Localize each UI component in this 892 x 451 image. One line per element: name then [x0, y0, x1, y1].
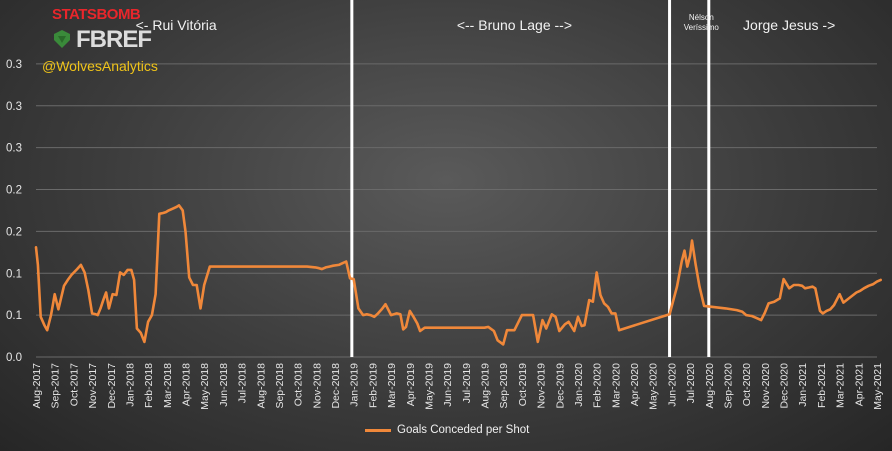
- x-tick-label: Aug-2019: [480, 363, 492, 409]
- legend-label: Goals Conceded per Shot: [397, 424, 530, 436]
- y-axis: 0.0 0.1 0.1 0.2 0.2 0.3 0.3 0.3: [6, 59, 22, 364]
- x-tick-label: Oct-2017: [68, 363, 80, 406]
- manager-label: <- Rui Vitória: [136, 17, 217, 33]
- x-tick-label: Jun-2018: [218, 363, 230, 407]
- x-tick-label: May-2020: [648, 363, 660, 410]
- x-tick-label: Feb-2019: [367, 363, 379, 408]
- x-tick-label: Aug-2018: [255, 363, 267, 409]
- y-tick-label: 0.3: [6, 59, 22, 71]
- x-tick-label: Sep-2020: [722, 363, 734, 409]
- manager-label: <-- Bruno Lage -->: [457, 17, 572, 33]
- manager-label: Jorge Jesus ->: [743, 17, 835, 33]
- logo-bottom-text: FBREF: [76, 26, 152, 53]
- y-tick-label: 0.2: [6, 226, 22, 238]
- x-tick-label: Jan-2020: [573, 363, 585, 407]
- x-tick-label: Aug-2020: [704, 363, 716, 409]
- x-tick-label: May-2021: [872, 363, 884, 410]
- gridlines: [36, 63, 877, 358]
- x-tick-label: Sep-2019: [498, 363, 510, 409]
- x-tick-label: Apr-2019: [405, 363, 417, 406]
- x-tick-label: Nov-2019: [536, 363, 548, 409]
- x-tick-label: Apr-2018: [181, 363, 193, 406]
- x-tick-label: Jan-2018: [124, 363, 136, 407]
- x-tick-label: Feb-2021: [816, 363, 828, 408]
- statsbomb-fbref-logo: STATSBOMB FBREF: [52, 6, 162, 58]
- x-tick-label: Dec-2020: [779, 363, 791, 409]
- x-tick-label: Jun-2020: [666, 363, 678, 407]
- manager-dividers: [350, 0, 711, 357]
- logo-top-text: STATSBOMB: [52, 6, 141, 23]
- manager-label: Nélson: [689, 13, 714, 22]
- x-tick-label: Feb-2020: [592, 363, 604, 408]
- x-tick-label: Dec-2019: [554, 363, 566, 409]
- y-tick-label: 0.0: [6, 352, 22, 364]
- x-tick-label: Jan-2019: [349, 363, 361, 407]
- x-tick-label: Mar-2019: [386, 363, 398, 408]
- x-tick-label: Jul-2019: [461, 363, 473, 403]
- x-tick-label: May-2019: [423, 363, 435, 410]
- x-tick-label: Oct-2018: [293, 363, 305, 406]
- x-tick-label: Dec-2018: [330, 363, 342, 409]
- legend-swatch: [365, 428, 391, 432]
- x-tick-label: Oct-2019: [517, 363, 529, 406]
- x-tick-label: Feb-2018: [143, 363, 155, 408]
- y-tick-label: 0.1: [6, 268, 22, 280]
- x-tick-label: Apr-2020: [629, 363, 641, 406]
- y-tick-label: 0.3: [6, 101, 22, 113]
- x-tick-label: Jul-2018: [237, 363, 249, 403]
- x-tick-label: Mar-2018: [162, 363, 174, 408]
- x-tick-label: Nov-2017: [87, 363, 99, 409]
- x-tick-label: Nov-2020: [760, 363, 772, 409]
- x-tick-label: Apr-2021: [853, 363, 865, 406]
- x-tick-label: Sep-2017: [50, 363, 62, 409]
- x-tick-label: May-2018: [199, 363, 211, 410]
- x-axis: Aug-2017 Sep-2017 Oct-2017 Nov-2017 Dec-2017…: [31, 363, 884, 410]
- legend: Goals Conceded per Shot: [365, 424, 529, 436]
- y-tick-label: 0.1: [6, 310, 22, 322]
- series-line: [34, 204, 882, 346]
- x-tick-label: Jan-2021: [797, 363, 809, 407]
- x-tick-label: Dec-2017: [106, 363, 118, 409]
- x-tick-label: Jul-2020: [685, 363, 697, 403]
- manager-label: Veríssimo: [684, 23, 720, 32]
- x-tick-label: Oct-2020: [741, 363, 753, 406]
- fbref-icon: [54, 30, 70, 48]
- manager-labels: <- Rui Vitória <-- Bruno Lage --> NélsonVe…: [136, 13, 836, 33]
- y-tick-label: 0.3: [6, 143, 22, 155]
- y-tick-label: 0.2: [6, 185, 22, 197]
- x-tick-label: Sep-2018: [274, 363, 286, 409]
- x-tick-label: Aug-2017: [31, 363, 43, 409]
- x-tick-label: Mar-2020: [610, 363, 622, 408]
- x-tick-label: Jun-2019: [442, 363, 454, 407]
- x-tick-label: Mar-2021: [835, 363, 847, 408]
- twitter-handle: @WolvesAnalytics: [42, 58, 158, 74]
- x-tick-label: Nov-2018: [311, 363, 323, 409]
